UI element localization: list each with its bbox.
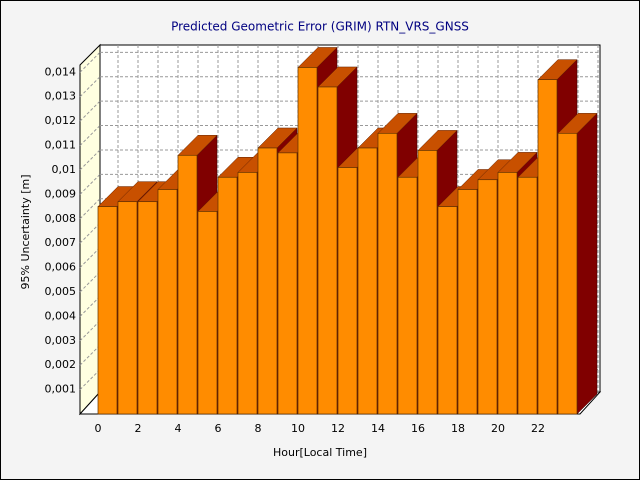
bar bbox=[557, 132, 578, 415]
x-tick-label: 18 bbox=[451, 422, 465, 435]
x-tick-label: 0 bbox=[95, 422, 102, 435]
y-tick-label: 0,011 bbox=[45, 139, 77, 152]
x-axis-label: Hour[Local Time] bbox=[273, 446, 367, 459]
y-tick-label: 0,014 bbox=[45, 65, 77, 78]
bar-side bbox=[576, 112, 598, 415]
bar bbox=[397, 176, 418, 415]
bar bbox=[97, 206, 118, 415]
bar bbox=[177, 154, 198, 415]
y-tick-label: 0,013 bbox=[45, 90, 77, 103]
x-tick-label: 14 bbox=[371, 422, 385, 435]
x-tick-label: 12 bbox=[331, 422, 345, 435]
bar bbox=[357, 147, 378, 415]
y-tick-label: 0,005 bbox=[45, 285, 77, 298]
bar bbox=[137, 201, 158, 415]
bar bbox=[417, 150, 438, 415]
bars bbox=[97, 46, 598, 415]
x-tick-label: 10 bbox=[291, 422, 305, 435]
bar bbox=[117, 201, 138, 415]
y-tick-label: 0,006 bbox=[45, 261, 77, 274]
x-tick-label: 6 bbox=[215, 422, 222, 435]
bar bbox=[317, 86, 338, 415]
x-tick-label: 16 bbox=[411, 422, 425, 435]
x-tick-label: 4 bbox=[175, 422, 182, 435]
bar bbox=[277, 152, 298, 415]
bar bbox=[157, 189, 178, 415]
bar bbox=[297, 67, 318, 415]
y-tick-label: 0,01 bbox=[52, 163, 77, 176]
bar bbox=[237, 172, 258, 415]
y-tick-label: 0,008 bbox=[45, 212, 77, 225]
y-tick-label: 0,001 bbox=[45, 383, 77, 396]
y-tick-label: 0,009 bbox=[45, 187, 77, 200]
y-tick-label: 0,007 bbox=[45, 236, 77, 249]
bar bbox=[477, 179, 498, 415]
x-tick-label: 20 bbox=[491, 422, 505, 435]
y-tick-label: 0,004 bbox=[45, 309, 77, 322]
x-tick-label: 8 bbox=[255, 422, 262, 435]
bar bbox=[337, 167, 358, 415]
x-tick-label: 2 bbox=[135, 422, 142, 435]
bar bbox=[517, 176, 538, 415]
left-wall bbox=[79, 43, 101, 416]
bar bbox=[497, 172, 518, 415]
y-tick-label: 0,012 bbox=[45, 114, 77, 127]
bar bbox=[377, 132, 398, 415]
x-tick-label: 22 bbox=[531, 422, 545, 435]
bar bbox=[197, 211, 218, 415]
bar bbox=[257, 147, 278, 415]
bar bbox=[537, 79, 558, 415]
bar bbox=[217, 176, 238, 415]
y-tick-label: 0,003 bbox=[45, 334, 77, 347]
y-tick-label: 0,002 bbox=[45, 358, 77, 371]
chart-title: Predicted Geometric Error (GRIM) RTN_VRS… bbox=[171, 20, 469, 34]
bar bbox=[457, 189, 478, 415]
bar bbox=[437, 206, 458, 415]
y-axis-label: 95% Uncertainty [m] bbox=[19, 174, 32, 289]
